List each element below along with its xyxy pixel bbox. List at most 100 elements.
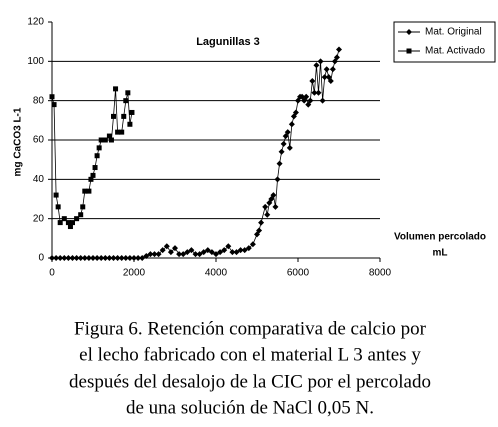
marker (108, 137, 114, 143)
marker (336, 46, 342, 53)
marker (51, 102, 57, 108)
marker (276, 160, 283, 167)
x-tick-label: 8000 (369, 268, 392, 279)
marker (102, 137, 108, 143)
marker (147, 251, 154, 258)
marker (262, 203, 269, 210)
marker (127, 121, 133, 127)
marker (129, 109, 135, 115)
marker (53, 192, 59, 198)
caption: el lecho fabricado con el material L 3 a… (79, 344, 421, 365)
marker (125, 90, 131, 96)
marker (278, 148, 285, 155)
marker (196, 251, 203, 258)
marker (96, 145, 102, 151)
marker (88, 176, 94, 182)
y-tick-label: 120 (27, 17, 44, 28)
marker (113, 86, 119, 92)
marker (249, 241, 256, 248)
marker (70, 220, 75, 226)
marker (49, 94, 55, 100)
marker (192, 251, 199, 258)
marker (225, 243, 232, 250)
series-line (51, 88, 133, 228)
marker (233, 249, 240, 256)
legend-marker (406, 29, 412, 35)
marker (122, 255, 129, 261)
marker (213, 251, 219, 258)
marker (286, 144, 293, 151)
marker (118, 255, 125, 261)
marker (111, 113, 116, 119)
legend-label: Mat. Activado (425, 46, 485, 57)
marker (270, 192, 277, 199)
marker (78, 212, 84, 218)
x-tick-label: 6000 (287, 268, 310, 279)
marker (159, 247, 166, 254)
marker (180, 251, 187, 258)
caption: después del desalojo de la CIC por el pe… (69, 371, 431, 392)
marker (121, 113, 127, 119)
marker (114, 255, 121, 261)
x-tick-label: 0 (49, 268, 55, 279)
y-axis-label: mg CaCO3 L-1 (13, 107, 24, 176)
marker (69, 255, 76, 261)
marker (323, 66, 330, 73)
marker (139, 255, 146, 261)
caption: de una solución de NaCl 0,05 N. (126, 397, 374, 418)
marker (90, 255, 96, 261)
x-axis-label: Volumen percolado (394, 232, 486, 243)
marker (80, 204, 86, 210)
marker (172, 245, 178, 252)
marker (311, 89, 318, 96)
marker (135, 255, 142, 261)
marker (217, 249, 224, 256)
x-tick-label: 4000 (205, 268, 228, 279)
marker (284, 129, 291, 136)
marker (77, 255, 84, 261)
y-tick-label: 80 (33, 95, 45, 106)
marker (317, 58, 324, 65)
marker (272, 203, 279, 210)
marker (237, 247, 244, 254)
y-tick-label: 100 (27, 56, 44, 67)
marker (167, 249, 174, 256)
marker (81, 255, 88, 261)
marker (119, 129, 125, 135)
marker (303, 93, 310, 100)
y-tick-label: 0 (38, 253, 44, 264)
marker (110, 255, 117, 261)
marker (102, 255, 109, 261)
marker (57, 255, 64, 261)
chart-title: Lagunillas 3 (196, 36, 260, 48)
marker (221, 247, 228, 254)
x-tick-label: 2000 (123, 268, 146, 279)
marker (292, 109, 299, 116)
marker (333, 54, 340, 61)
y-tick-label: 20 (33, 213, 45, 224)
marker (90, 172, 96, 178)
marker (94, 153, 100, 159)
marker (163, 243, 170, 250)
marker (92, 165, 98, 171)
legend-marker (406, 48, 412, 54)
marker (131, 255, 137, 261)
marker (65, 220, 71, 226)
marker (241, 247, 248, 254)
marker (288, 121, 295, 128)
marker (94, 255, 101, 261)
marker (73, 255, 80, 261)
marker (115, 129, 121, 135)
y-tick-label: 40 (33, 174, 45, 185)
marker (307, 97, 314, 104)
marker (106, 255, 113, 261)
marker (258, 219, 265, 226)
marker (86, 188, 92, 194)
x-axis-label: mL (433, 248, 448, 259)
legend-box (393, 21, 496, 63)
marker (315, 89, 322, 96)
marker (274, 176, 281, 183)
marker (208, 249, 215, 256)
marker (204, 247, 211, 254)
